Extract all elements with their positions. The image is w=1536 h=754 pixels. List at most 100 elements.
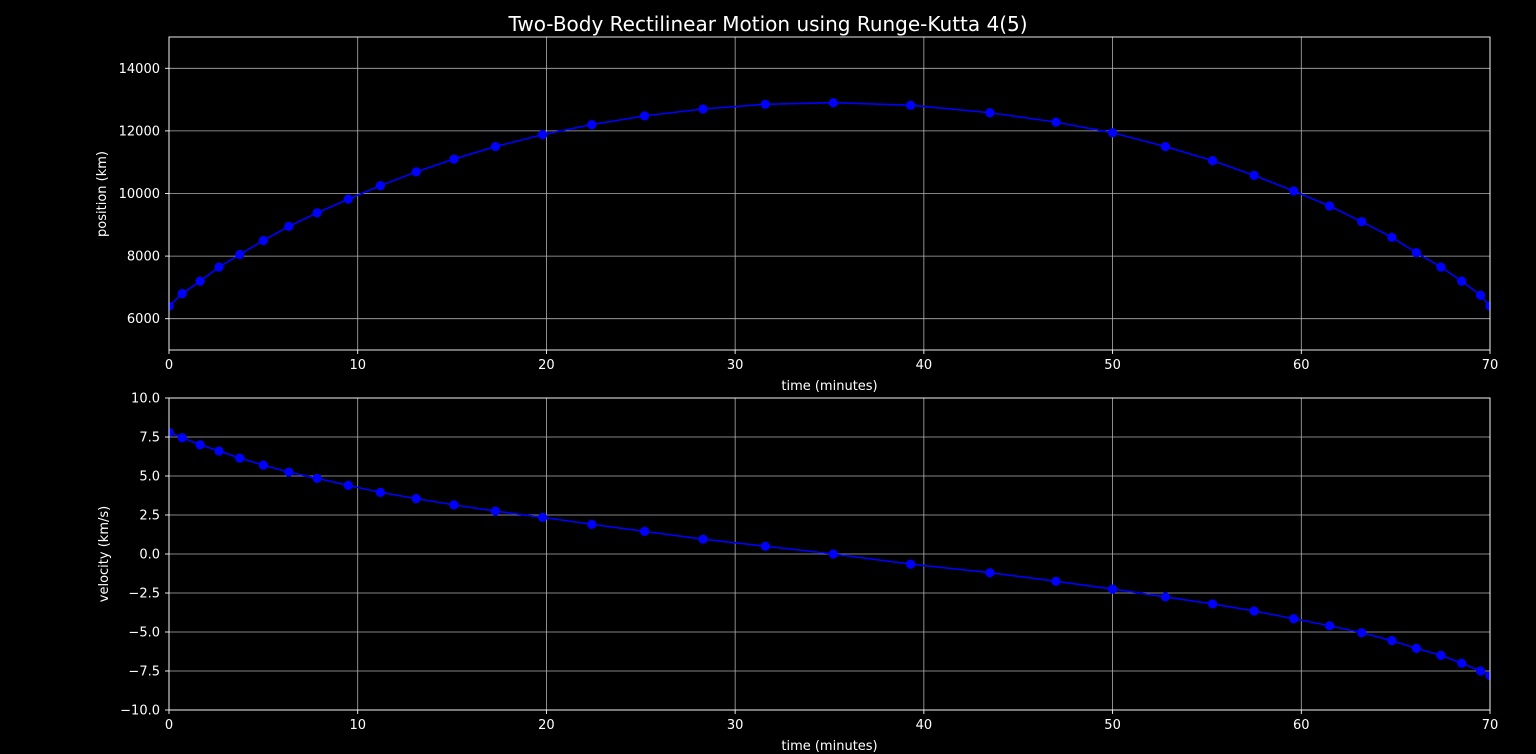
- velocity-data-point-31: [1436, 650, 1446, 661]
- velocity-data-point-13: [538, 512, 548, 522]
- position-data-point-30: [1411, 248, 1422, 258]
- velocity-x-tick-label-6: 60: [1293, 718, 1310, 733]
- velocity-data-point-33: [1475, 666, 1486, 676]
- velocity-data-point-17: [760, 541, 770, 551]
- position-x-tick-label-2: 20: [538, 358, 555, 373]
- figure-title: Two-Body Rectilinear Motion using Runge-…: [507, 12, 1027, 36]
- position-data-point-4: [235, 249, 245, 260]
- position-data-point-7: [312, 208, 322, 218]
- velocity-data-point-23: [1160, 592, 1171, 602]
- velocity-x-tick-label-7: 70: [1482, 718, 1499, 733]
- position-data-point-1: [177, 289, 187, 299]
- position-data-point-29: [1387, 232, 1397, 242]
- position-data-point-18: [828, 98, 838, 108]
- velocity-y-tick-label-7: 7.5: [139, 431, 160, 446]
- velocity-data-point-10: [411, 494, 421, 504]
- velocity-data-point-6: [284, 467, 294, 477]
- position-x-tick-label-6: 60: [1293, 358, 1310, 373]
- velocity-data-point-30: [1411, 643, 1422, 653]
- velocity-data-point-14: [587, 519, 597, 529]
- position-data-point-25: [1249, 170, 1259, 180]
- velocity-data-point-3: [214, 446, 224, 456]
- position-data-point-23: [1160, 141, 1171, 152]
- velocity-data-point-32: [1457, 658, 1467, 668]
- velocity-data-point-21: [1051, 576, 1061, 586]
- position-x-tick-label-3: 30: [727, 358, 744, 373]
- velocity-data-point-29: [1387, 635, 1397, 646]
- velocity-data-point-8: [343, 480, 353, 490]
- position-data-point-0: [169, 301, 174, 311]
- position-x-tick-label-0: 0: [165, 358, 173, 373]
- position-x-tick-label-7: 70: [1482, 358, 1499, 373]
- position-data-point-10: [411, 167, 421, 177]
- position-data-point-20: [985, 108, 995, 118]
- position-data-point-32: [1457, 276, 1467, 286]
- velocity-y-axis-label: velocity (km/s): [97, 506, 112, 602]
- position-y-tick-label-3: 12000: [119, 124, 160, 139]
- velocity-y-tick-label-0: −10.0: [120, 704, 160, 719]
- velocity-y-tick-label-6: 5.0: [139, 470, 160, 485]
- position-data-point-31: [1436, 262, 1446, 272]
- position-data-point-26: [1289, 186, 1299, 196]
- position-subplot: 0 10 20 30 40 50 60 70 6000 8000 10000 12000 14000 ti…: [95, 36, 1499, 394]
- position-data-point-14: [587, 120, 597, 130]
- velocity-data-point-16: [698, 534, 708, 544]
- velocity-data-point-18: [828, 549, 838, 559]
- velocity-x-tick-label-1: 10: [349, 718, 366, 733]
- position-y-tick-label-0: 6000: [127, 312, 160, 327]
- position-y-tick-label-1: 8000: [127, 250, 160, 265]
- velocity-data-point-0: [169, 427, 174, 437]
- velocity-data-point-1: [177, 433, 187, 443]
- position-data-point-16: [698, 104, 708, 114]
- velocity-data-point-22: [1107, 584, 1118, 594]
- position-x-tick-label-4: 40: [916, 358, 933, 373]
- position-data-point-13: [538, 130, 548, 140]
- velocity-y-tick-label-4: 0.0: [139, 548, 160, 563]
- velocity-x-tick-label-0: 0: [165, 718, 173, 733]
- position-x-tick-label-5: 50: [1104, 358, 1121, 373]
- velocity-data-point-15: [639, 526, 650, 536]
- position-data-point-15: [639, 111, 650, 121]
- velocity-data-point-5: [258, 460, 268, 470]
- velocity-y-tick-label-5: 2.5: [139, 509, 160, 524]
- velocity-data-point-19: [906, 559, 916, 569]
- velocity-x-tick-label-2: 20: [538, 718, 555, 733]
- velocity-y-tick-label-3: −2.5: [128, 587, 160, 602]
- velocity-x-axis-label: time (minutes): [781, 739, 877, 754]
- position-data-point-34: [1485, 301, 1490, 311]
- position-data-point-24: [1207, 156, 1218, 166]
- position-data-point-19: [906, 100, 916, 110]
- position-data-point-9: [375, 181, 385, 191]
- velocity-data-point-24: [1207, 599, 1218, 609]
- velocity-data-point-26: [1289, 614, 1299, 624]
- position-y-axis-label: position (km): [95, 151, 110, 237]
- velocity-data-point-20: [985, 568, 995, 578]
- velocity-data-point-11: [449, 500, 459, 510]
- velocity-data-point-27: [1324, 621, 1335, 631]
- position-data-point-2: [195, 276, 205, 286]
- position-x-axis-label: time (minutes): [781, 379, 877, 394]
- position-data-point-6: [284, 221, 294, 231]
- position-data-point-17: [760, 99, 770, 109]
- velocity-data-point-9: [375, 487, 385, 497]
- velocity-x-tick-label-4: 40: [916, 718, 933, 733]
- position-data-point-11: [449, 154, 459, 164]
- velocity-y-tick-label-1: −7.5: [128, 665, 160, 680]
- velocity-data-point-34: [1485, 671, 1490, 681]
- position-data-point-21: [1051, 117, 1061, 127]
- position-data-point-8: [343, 194, 353, 204]
- velocity-data-point-25: [1249, 606, 1259, 616]
- velocity-data-point-2: [195, 440, 205, 450]
- position-data-point-28: [1357, 217, 1367, 227]
- position-y-tick-label-4: 14000: [119, 62, 160, 77]
- velocity-data-point-4: [235, 453, 245, 463]
- position-data-point-5: [258, 235, 268, 246]
- position-data-point-22: [1107, 128, 1118, 138]
- velocity-data-point-7: [312, 473, 322, 483]
- velocity-x-tick-label-5: 50: [1104, 718, 1121, 733]
- velocity-data-point-12: [490, 506, 501, 516]
- position-data-point-33: [1475, 290, 1486, 300]
- velocity-subplot: 0 10 20 30 40 50 60 70 −10.0 −7.5 −5.0 −2.5 0.0 2.5 5.…: [97, 392, 1498, 754]
- velocity-x-tick-label-3: 30: [727, 718, 744, 733]
